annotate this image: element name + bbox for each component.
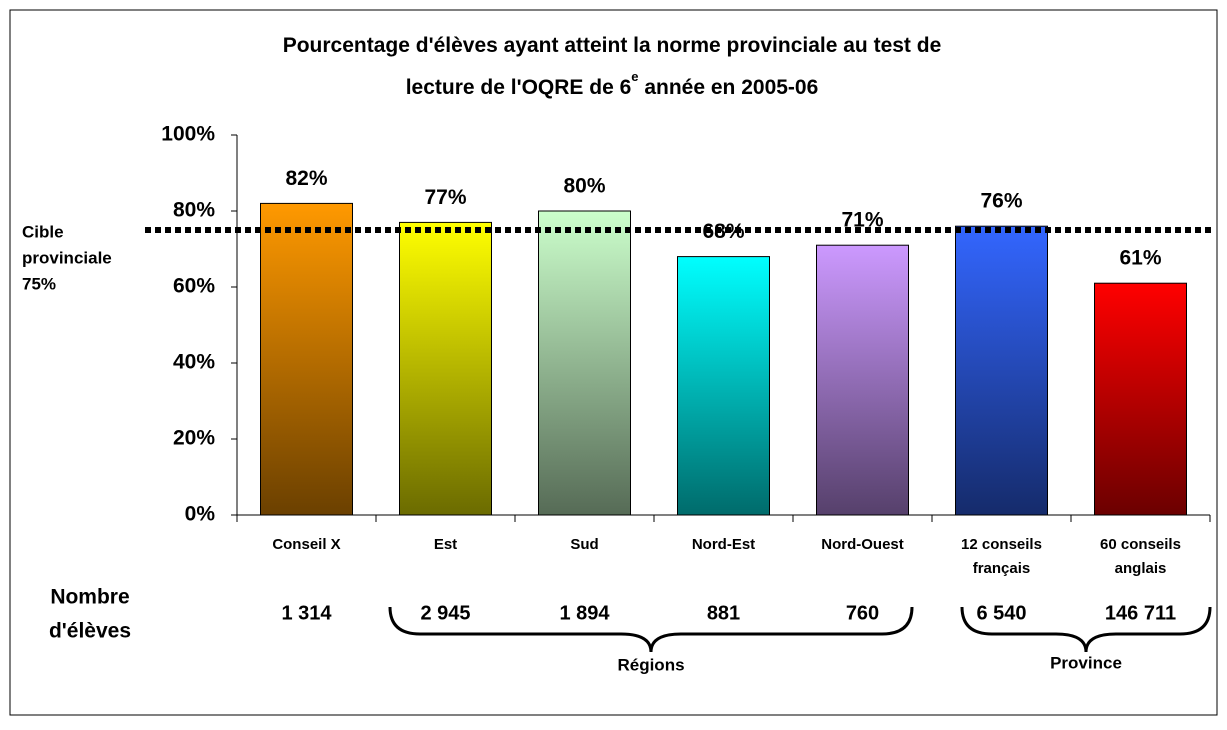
- count-label: 881: [707, 602, 740, 624]
- x-tick-label: Sud: [570, 536, 599, 553]
- target-label: Cible: [22, 222, 64, 241]
- bar: [816, 244, 909, 516]
- bar: [538, 210, 631, 516]
- value-label: 82%: [285, 167, 327, 190]
- value-label: 77%: [424, 186, 466, 209]
- y-tick-label: 20%: [173, 427, 215, 450]
- x-label-box: Nord-Est: [691, 536, 756, 553]
- count-label: 760: [846, 602, 879, 624]
- group-brace: [388, 606, 914, 653]
- bar: [260, 202, 353, 516]
- value-label: 76%: [980, 190, 1022, 213]
- x-tick-label: Conseil X: [272, 536, 341, 553]
- chart-title: lecture de l'OQRE de 6e année en 2005-06: [406, 69, 819, 98]
- target-label: provinciale: [22, 248, 112, 267]
- value-label: 68%: [702, 220, 744, 243]
- x-label-box: 60 conseils anglais: [1100, 536, 1181, 577]
- value-label: 71%: [841, 209, 883, 232]
- count-label: 6 540: [976, 602, 1026, 624]
- x-label-box: Nord-Ouest: [821, 536, 904, 553]
- title-line: lecture de l'OQRE de 6: [406, 76, 632, 99]
- group-label: Régions: [617, 655, 684, 674]
- value-label: 61%: [1119, 247, 1161, 270]
- x-label-box: Conseil X: [272, 536, 341, 553]
- x-label-box: Sud: [570, 536, 599, 553]
- title-line: Pourcentage d'élèves ayant atteint la no…: [283, 34, 942, 57]
- x-tick-label: 60 conseils anglais: [1100, 536, 1181, 577]
- bar: [677, 256, 770, 516]
- group-label: Province: [1050, 653, 1122, 672]
- bar: [399, 221, 492, 516]
- bar: [1094, 282, 1187, 516]
- y-tick-label: 80%: [173, 199, 215, 222]
- count-label: 2 945: [420, 602, 470, 624]
- y-tick-label: 40%: [173, 351, 215, 374]
- y-tick-label: 60%: [173, 275, 215, 298]
- x-label-box: 12 conseils français: [961, 536, 1042, 577]
- x-tick-label: Est: [433, 536, 458, 553]
- x-label-box: Est: [433, 536, 458, 553]
- x-tick-label: Nord-Est: [691, 536, 756, 553]
- y-tick-label: 100%: [161, 123, 215, 146]
- bar: [955, 225, 1048, 516]
- count-title: Nombre: [50, 586, 129, 609]
- count-label: 146 711: [1105, 602, 1176, 624]
- count-title: d'élèves: [49, 620, 131, 643]
- target-label: 75%: [22, 274, 56, 293]
- chart-title: Pourcentage d'élèves ayant atteint la no…: [283, 34, 942, 57]
- value-label: 80%: [563, 175, 605, 198]
- x-tick-label: 12 conseils français: [961, 536, 1042, 577]
- group-brace: [960, 606, 1212, 653]
- title-superscript: e: [631, 69, 638, 84]
- y-tick-label: 0%: [185, 503, 216, 526]
- title-line: année en 2005-06: [639, 76, 819, 99]
- x-tick-label: Nord-Ouest: [821, 536, 904, 553]
- count-label: 1 894: [559, 602, 610, 624]
- count-label: 1 314: [281, 602, 332, 624]
